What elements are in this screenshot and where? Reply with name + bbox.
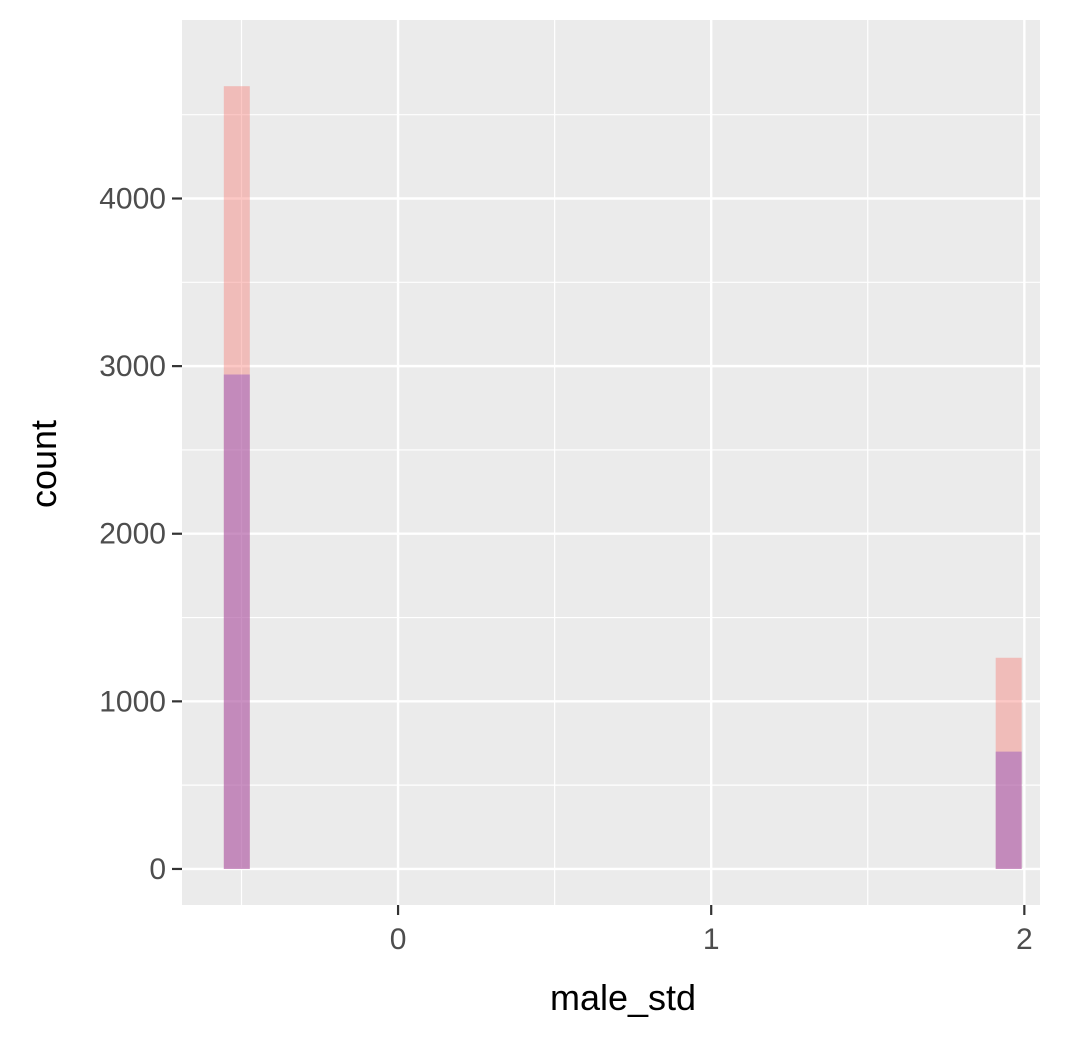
x-tick-label: 1 (703, 923, 720, 956)
histogram-bar (995, 657, 1022, 869)
x-axis-title: male_std (550, 977, 696, 1018)
histogram-bar (223, 86, 250, 869)
y-tick-label: 2000 (99, 518, 166, 551)
minor-gridlines (182, 20, 1040, 905)
y-axis-title: count (23, 420, 64, 508)
y-tick-label: 1000 (99, 685, 166, 718)
major-gridlines (182, 20, 1040, 905)
y-tick-label: 4000 (99, 183, 166, 216)
histogram-bars (223, 86, 1022, 869)
x-tick-label: 0 (390, 923, 407, 956)
histogram-bar (223, 374, 250, 869)
histogram-bar (995, 751, 1022, 869)
y-tick-label: 0 (149, 853, 166, 886)
x-tick-label: 2 (1016, 923, 1033, 956)
y-axis: 0 1000 2000 3000 4000 (99, 183, 182, 886)
x-axis: 0 1 2 (390, 905, 1033, 956)
plot-panel (182, 20, 1040, 905)
y-tick-label: 3000 (99, 350, 166, 383)
